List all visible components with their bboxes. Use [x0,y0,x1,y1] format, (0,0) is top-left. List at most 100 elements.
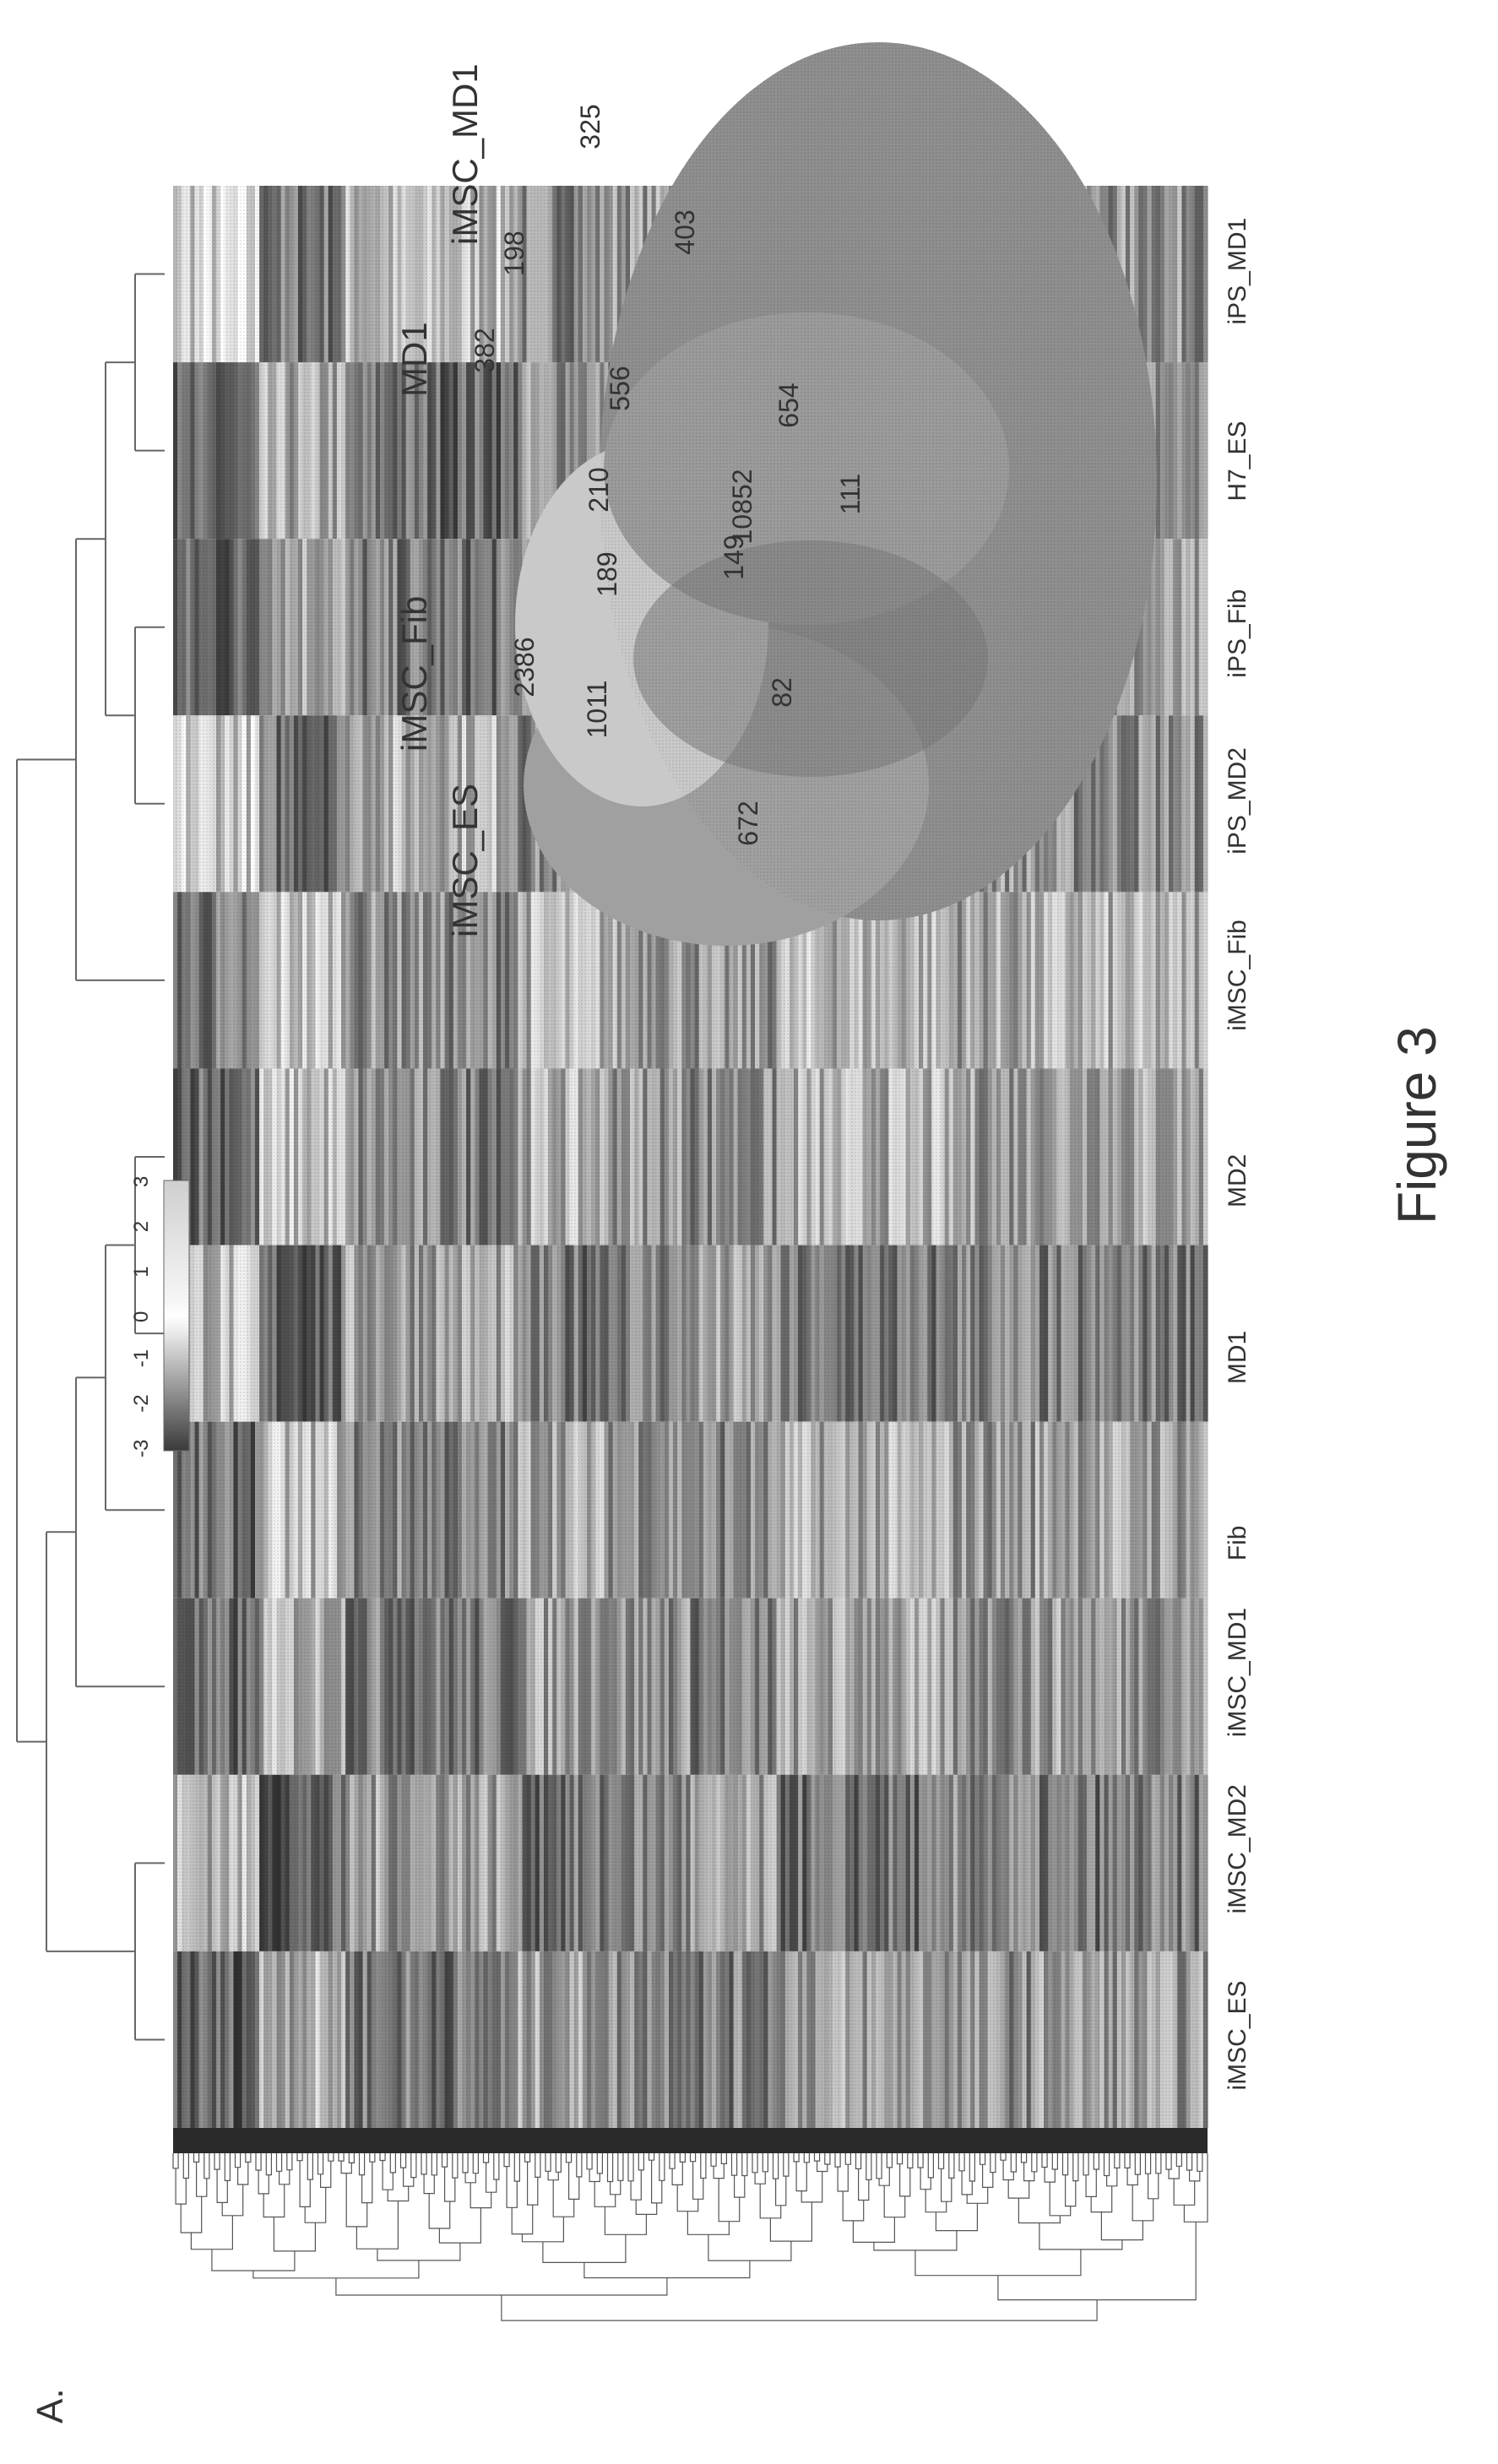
dendrogram-branch [966,2187,989,2204]
dendrogram-branch [234,2153,242,2168]
venn-region-count: 111 [835,474,866,515]
column-label: iMSC_MD1 [1224,1608,1251,1737]
dendrogram-branch [252,2260,420,2279]
dendrogram-branch [1002,2160,1014,2181]
heatmap-column [173,1421,1208,1598]
dendrogram-branch [431,2153,437,2176]
colorbar-tick-label: 1 [130,1266,153,1277]
dendrogram-branch [511,2205,534,2235]
venn-region-count: 382 [469,328,500,372]
dendrogram-branch [545,2153,551,2172]
venn-region-count: 82 [767,677,797,708]
venn-set-label: iMSC_MD1 [445,63,485,245]
dendrogram-branch [555,2153,562,2173]
dendrogram-branch [651,2160,663,2204]
venn-region-count: 654 [773,383,804,427]
dendrogram-branch [1010,2153,1017,2173]
dendrogram-branch [604,2206,647,2235]
dendrogram-branch [423,2174,435,2195]
dendrogram-branch [772,2153,779,2179]
column-labels: iPS_MD1 H7_ES iPS_Fib iPS_MD2 iMSC_Fib MD2 MD1… [1224,218,1251,2091]
heatmap-column [173,1951,1208,2128]
dendrogram-branch [610,2180,621,2195]
colorbar-gradient [163,1180,190,1452]
dendrogram-branch [958,2153,965,2172]
dendrogram-branch [1100,2212,1143,2241]
dendrogram-branch [948,2153,955,2179]
dendrogram-branch [172,2153,179,2169]
colorbar-tick-label: 2 [130,1221,153,1232]
dendrogram-branch [676,2184,699,2212]
dendrogram-branch [586,2153,593,2170]
dendrogram-branch [692,2161,704,2200]
dendrogram-branch [377,2243,461,2261]
dendrogram-branch [803,2153,810,2163]
colorbar-tick-label: 0 [130,1311,153,1322]
dendrogram-branch [299,2160,311,2207]
dendrogram-branch [730,2153,738,2176]
dendrogram-branch [842,2191,865,2222]
dendrogram-branch [524,2153,531,2163]
dendrogram-branch [1041,2153,1048,2168]
dendrogram-branch [304,2187,327,2223]
dendrogram-branch [482,2153,490,2163]
dendrogram-branch [1134,2153,1141,2175]
venn-region-count: 672 [733,801,763,845]
dendrogram-branch [775,2176,787,2206]
colorbar: 3 2 1 0 -1 -2 -3 [130,1176,190,1457]
dendrogram-branch [927,2153,934,2179]
dendrogram-branch [1051,2153,1058,2170]
dendrogram-branch [389,2153,396,2174]
dendrogram-branch [1018,2198,1061,2224]
column-label: MD2 [1224,1154,1251,1208]
dendrogram-branch [817,2161,828,2173]
dendrogram-branch [204,2153,210,2179]
dendrogram-branch [279,2169,290,2185]
dendrogram-branch [521,2217,564,2243]
dendrogram-branch [754,2171,766,2184]
venn-region-count: 189 [592,551,622,596]
heatmap-column [173,1774,1208,1951]
dendrogram-branch [1083,2153,1089,2176]
dendrogram-branch [535,2153,541,2178]
dendrogram-branch [700,2153,707,2179]
dendrogram-branch [801,2171,823,2203]
dendrogram-branch [708,2234,792,2261]
dendrogram-branch [1165,2153,1172,2170]
venn-region-count: 556 [605,366,635,410]
dendrogram-branch [824,2153,831,2165]
colorbar-tick-label: -3 [130,1440,153,1457]
dendrogram-branch [979,2153,986,2165]
heatmap-column-texture [173,1774,1208,1951]
dendrogram-branch [1124,2153,1131,2168]
dendrogram-branch [1000,2153,1007,2161]
dendrogram-branch [834,2153,841,2168]
venn-overlay-dots [600,42,1157,920]
dendrogram-branch [687,2211,730,2235]
dendrogram-branch [576,2153,583,2178]
dendrogram-branch [886,2153,893,2168]
dendrogram-branch [565,2153,573,2163]
dendrogram-branch [255,2153,262,2171]
dendrogram-branch [506,2166,518,2208]
dendrogram-branch [1148,2173,1159,2200]
dendrogram-branch [568,2162,580,2200]
venn-set-label: iMSC_ES [445,784,485,937]
dendrogram-branch [718,2178,741,2222]
venn-region-count: 325 [575,104,605,149]
dendrogram-branch [1061,2153,1069,2176]
dendrogram-branch [741,2153,748,2177]
heatmap-column [173,1245,1208,1422]
colorbar-tick-label: 3 [130,1176,153,1187]
venn-set-label: iMSC_Fib [394,596,434,752]
dendrogram-branch [1020,2153,1028,2163]
dendrogram-branch [361,2162,373,2204]
dendrogram-branch [935,2203,978,2232]
dendrogram-branch [899,2163,911,2197]
dendrogram-branch [286,2153,293,2171]
dendrogram-branch [635,2200,658,2215]
heatmap-column-texture [173,1068,1208,1246]
venn-region-count: 149 [719,535,749,579]
